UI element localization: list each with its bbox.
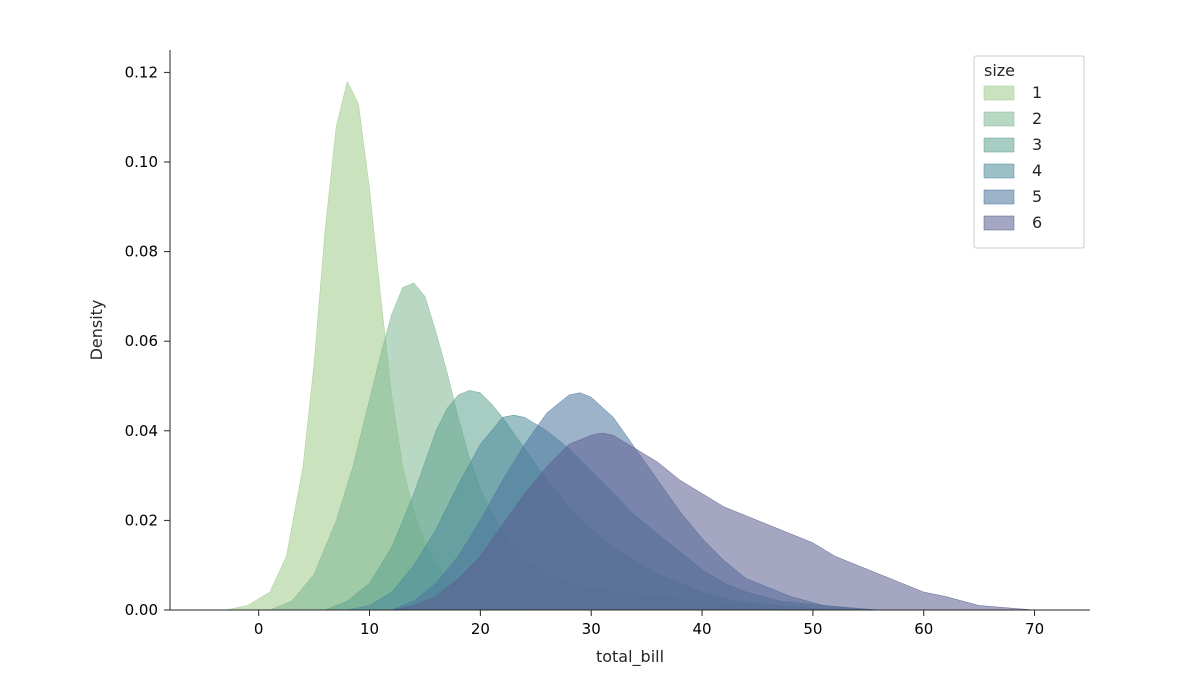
legend-label: 3 (1032, 135, 1042, 154)
y-tick-label: 0.06 (125, 332, 158, 350)
legend-label: 6 (1032, 213, 1042, 232)
x-tick-label: 70 (1025, 620, 1044, 638)
legend-swatch (984, 86, 1014, 100)
legend-swatch (984, 216, 1014, 230)
legend-swatch (984, 164, 1014, 178)
legend-title: size (984, 61, 1015, 80)
legend-label: 2 (1032, 109, 1042, 128)
legend-swatch (984, 190, 1014, 204)
y-tick-label: 0.12 (125, 63, 158, 81)
x-axis-label: total_bill (596, 647, 664, 667)
kde-chart: 0 10 20 30 40 50 60 70 total_bill 0.00 0.02 0.04 0.0… (0, 0, 1200, 690)
x-tick-label: 10 (360, 620, 379, 638)
x-tick-label: 0 (254, 620, 264, 638)
legend-swatch (984, 112, 1014, 126)
legend-swatch (984, 138, 1014, 152)
x-tick-label: 50 (803, 620, 822, 638)
legend: size 1 2 3 4 5 6 (974, 56, 1084, 248)
x-tick-label: 60 (914, 620, 933, 638)
legend-label: 1 (1032, 83, 1042, 102)
chart-svg: 0 10 20 30 40 50 60 70 total_bill 0.00 0.02 0.04 0.0… (0, 0, 1200, 690)
y-tick-label: 0.08 (125, 243, 158, 261)
y-tick-label: 0.00 (125, 601, 158, 619)
y-tick-label: 0.02 (125, 511, 158, 529)
x-tick-label: 20 (471, 620, 490, 638)
x-tick-label: 30 (582, 620, 601, 638)
x-tick-label: 40 (693, 620, 712, 638)
y-tick-label: 0.04 (125, 422, 158, 440)
legend-label: 4 (1032, 161, 1042, 180)
y-axis-label: Density (87, 300, 106, 361)
y-tick-label: 0.10 (125, 153, 158, 171)
legend-label: 5 (1032, 187, 1042, 206)
